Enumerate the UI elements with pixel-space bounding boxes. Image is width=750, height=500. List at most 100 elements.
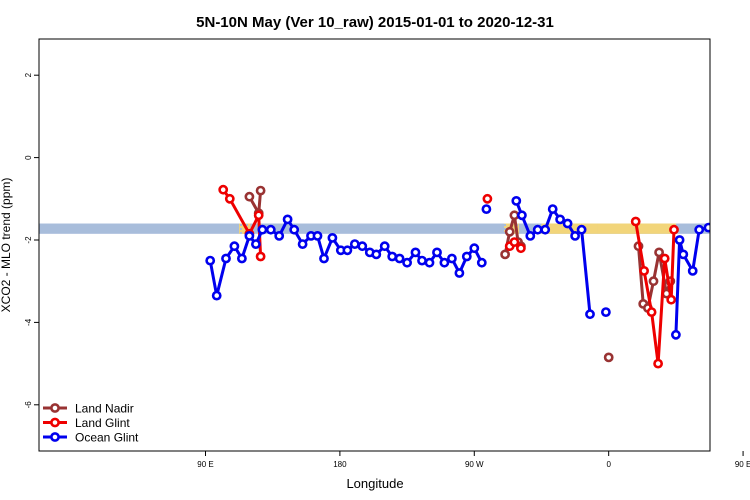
y-tick-label: -6 [24, 401, 33, 409]
data-point [601, 307, 611, 317]
y-tick-label: 0 [24, 155, 33, 160]
data-point [282, 214, 293, 225]
data-point [570, 230, 580, 241]
data-point [517, 210, 527, 221]
data-point [357, 241, 368, 252]
data-point [516, 243, 526, 254]
data-point [562, 218, 573, 229]
data-point [257, 224, 268, 235]
data-point [312, 230, 323, 241]
data-point [244, 230, 255, 241]
data-point [659, 253, 670, 264]
data-point [244, 191, 255, 202]
series-line [514, 200, 592, 315]
x-axis-label: Longitude [346, 476, 403, 491]
data-point [648, 276, 659, 287]
data-point [555, 214, 565, 225]
ocean-band [39, 223, 710, 234]
data-point [236, 253, 247, 264]
data-point [432, 247, 442, 258]
data-point [439, 257, 450, 268]
data-point [504, 226, 515, 237]
data-point [532, 224, 543, 235]
legend-label: Land Glint [75, 416, 130, 430]
data-point [726, 257, 733, 264]
land-band-segment [597, 223, 635, 234]
data-point [666, 294, 677, 305]
data-point [394, 253, 405, 264]
data-point [735, 292, 742, 299]
data-point [500, 249, 510, 260]
data-point [229, 241, 240, 252]
data-point [509, 237, 520, 247]
land-band-segment [239, 223, 251, 234]
y-tick-label: -4 [24, 318, 33, 326]
series-layer [205, 184, 750, 369]
data-point [585, 309, 595, 320]
data-point [410, 247, 421, 258]
data-point [694, 224, 705, 235]
data-point [712, 234, 719, 241]
y-tick-label: -2 [24, 236, 33, 244]
data-point [211, 290, 222, 301]
data-point [289, 224, 300, 235]
data-point [297, 239, 308, 249]
data-point [424, 257, 435, 268]
legend-marker [50, 432, 60, 442]
data-point [454, 268, 465, 278]
legend-label: Land Nadir [75, 402, 134, 416]
reference-band [39, 223, 710, 234]
data-point [255, 251, 266, 262]
x-tick-label: 90 E [197, 460, 213, 469]
data-point [250, 239, 261, 249]
x-tick-label: 90 W [465, 460, 484, 469]
data-point [547, 204, 558, 214]
data-point [671, 329, 681, 340]
data-point [379, 241, 390, 252]
data-point [481, 204, 492, 214]
data-point [639, 265, 649, 276]
chart-title: 5N-10N May (Ver 10_raw) 2015-01-01 to 20… [196, 14, 554, 31]
data-point [265, 224, 276, 235]
plot-frame [38, 38, 711, 452]
y-axis-label: XCO2 - MLO trend (ppm) [0, 178, 13, 313]
data-point [342, 245, 353, 256]
data-point [482, 193, 493, 204]
data-point [509, 210, 520, 221]
legend-marker [50, 403, 60, 413]
data-point [525, 230, 536, 241]
data-point [653, 358, 663, 369]
data-point [476, 257, 487, 268]
data-point [402, 257, 412, 268]
data-point [327, 232, 338, 243]
data-point [446, 253, 457, 264]
legend-marker [50, 417, 60, 428]
data-point [718, 261, 725, 268]
data-point [603, 352, 614, 363]
data-point [540, 224, 551, 235]
data-point [255, 185, 266, 196]
data-point [387, 251, 398, 262]
data-point [678, 249, 689, 260]
series-ocean-glint [205, 195, 750, 340]
data-point [630, 216, 641, 227]
data-point [687, 265, 698, 276]
data-point [743, 255, 750, 262]
data-point [646, 307, 657, 317]
data-point [417, 255, 427, 266]
land-band-segment [634, 223, 676, 234]
data-point [274, 230, 285, 241]
data-point [319, 253, 329, 264]
data-point [461, 251, 472, 262]
data-point [253, 210, 264, 221]
data-point [221, 253, 231, 264]
data-point [576, 224, 587, 235]
data-point [469, 243, 480, 254]
data-point [703, 222, 710, 233]
x-tick-label: 180 [333, 460, 347, 469]
legend-label: Ocean Glint [75, 431, 139, 445]
x-tick-label: 0 [606, 460, 611, 469]
data-point [511, 195, 522, 206]
data-point [218, 184, 229, 195]
